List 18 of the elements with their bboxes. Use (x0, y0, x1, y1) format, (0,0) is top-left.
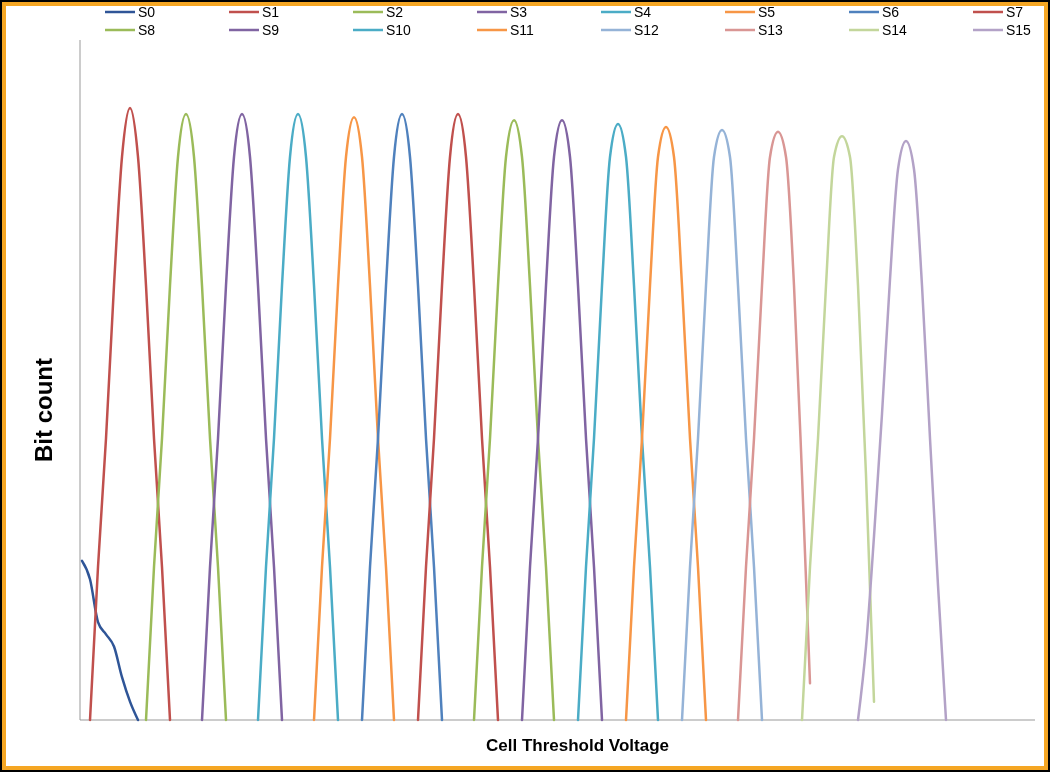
legend-label: S1 (262, 4, 280, 20)
legend-label: S14 (882, 22, 908, 38)
legend-label: S8 (138, 22, 156, 38)
legend-label: S13 (758, 22, 784, 38)
legend-label: S9 (262, 22, 280, 38)
legend-label: S5 (758, 4, 776, 20)
legend-label: S11 (510, 22, 535, 38)
legend-label: S7 (1006, 4, 1024, 20)
legend-label: S12 (634, 22, 660, 38)
legend-label: S4 (634, 4, 652, 20)
x-axis-title: Cell Threshold Voltage (486, 736, 669, 755)
legend-label: S10 (386, 22, 412, 38)
legend-label: S0 (138, 4, 156, 20)
legend-label: S6 (882, 4, 900, 20)
legend-label: S2 (386, 4, 404, 20)
y-axis-title: Bit count (30, 358, 57, 462)
legend-label: S3 (510, 4, 528, 20)
legend-label: S15 (1006, 22, 1032, 38)
